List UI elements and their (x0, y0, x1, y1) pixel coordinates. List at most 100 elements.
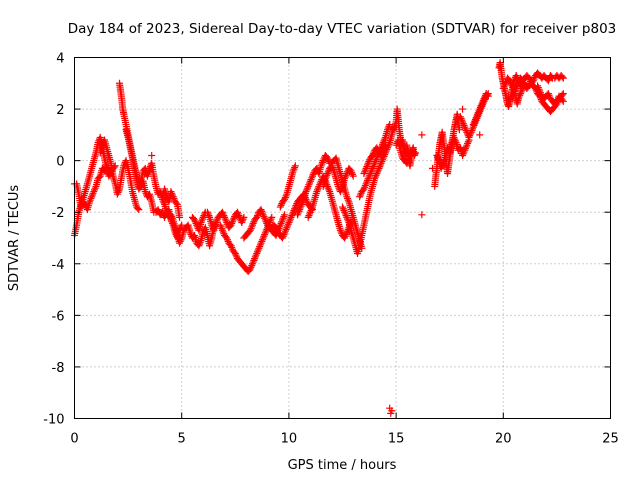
data-point (318, 158, 326, 166)
data-point (298, 199, 306, 207)
data-point (256, 243, 264, 251)
data-point (219, 210, 227, 218)
data-point (475, 107, 483, 115)
data-point (249, 258, 257, 266)
data-point (95, 173, 103, 181)
data-point (363, 163, 371, 171)
y-tick-label: -6 (52, 309, 65, 324)
data-point (305, 181, 313, 189)
data-point (371, 175, 379, 183)
data-point (292, 201, 300, 209)
data-point (272, 224, 280, 232)
data-point (177, 236, 185, 244)
data-point (360, 170, 368, 178)
data-point (379, 146, 387, 154)
data-point (197, 219, 205, 227)
x-axis-label: GPS time / hours (288, 458, 397, 473)
data-point (519, 78, 527, 86)
data-point (364, 159, 372, 167)
data-point (509, 91, 517, 99)
data-point (509, 93, 517, 101)
data-point (434, 153, 442, 161)
data-point (295, 207, 303, 215)
data-point (467, 128, 475, 136)
data-point (323, 171, 331, 179)
data-point (88, 193, 96, 201)
data-point (229, 216, 237, 224)
data-point (369, 151, 377, 159)
data-point (260, 213, 268, 221)
data-point (478, 100, 486, 108)
data-point (459, 105, 467, 113)
data-point (279, 214, 287, 222)
data-point (374, 166, 382, 174)
data-point (235, 212, 243, 220)
data-point (89, 189, 97, 197)
data-point (534, 82, 542, 90)
data-point (325, 186, 333, 194)
data-point (261, 214, 269, 222)
data-point (296, 204, 304, 212)
data-point (380, 145, 388, 153)
data-point (553, 97, 561, 105)
data-point (213, 217, 221, 225)
data-point (230, 214, 238, 222)
data-point (218, 208, 226, 216)
data-point (282, 225, 290, 233)
data-point (513, 83, 521, 91)
data-point (456, 113, 464, 121)
data-point (319, 157, 327, 165)
data-point (470, 119, 478, 127)
data-point (287, 213, 295, 221)
data-point (341, 232, 349, 240)
data-point (455, 126, 463, 134)
data-point (158, 195, 166, 203)
data-point (291, 205, 299, 213)
data-point (466, 132, 474, 140)
data-point (349, 172, 357, 180)
data-point (248, 262, 256, 270)
data-point (516, 90, 524, 98)
data-point (367, 168, 375, 176)
data-point (146, 167, 154, 175)
data-point (249, 219, 257, 227)
data-point (544, 77, 552, 85)
data-point (167, 211, 175, 219)
data-point (501, 81, 509, 89)
data-point (451, 137, 459, 145)
data-point (342, 231, 350, 239)
data-point (288, 210, 296, 218)
data-point (277, 201, 285, 209)
data-point (278, 234, 286, 242)
data-point (471, 117, 479, 125)
data-point (294, 209, 302, 217)
data-point (251, 253, 259, 261)
data-point (559, 97, 567, 105)
data-point (281, 211, 289, 219)
data-point (221, 215, 229, 223)
data-point (405, 154, 413, 162)
data-point (459, 151, 467, 159)
data-point (511, 86, 519, 94)
y-tick-label: -8 (52, 361, 65, 376)
data-point (372, 156, 380, 164)
data-point (281, 229, 289, 237)
data-point (381, 141, 389, 149)
data-point (250, 256, 258, 264)
data-point (205, 212, 213, 220)
data-point (343, 229, 351, 237)
data-point (356, 193, 364, 201)
data-point (253, 212, 261, 220)
data-point (458, 116, 466, 124)
data-point (343, 170, 351, 178)
data-point (339, 205, 347, 213)
data-point (515, 93, 523, 101)
data-point (462, 143, 470, 151)
axis-ticks: 0 5 10 15 20 25 -10 -8 -6 -4 -2 0 2 4 (43, 52, 619, 447)
data-point (240, 213, 248, 221)
data-point (232, 251, 240, 259)
data-point (216, 221, 224, 229)
data-point (251, 255, 259, 263)
data-point (406, 151, 414, 159)
data-point (517, 88, 525, 96)
